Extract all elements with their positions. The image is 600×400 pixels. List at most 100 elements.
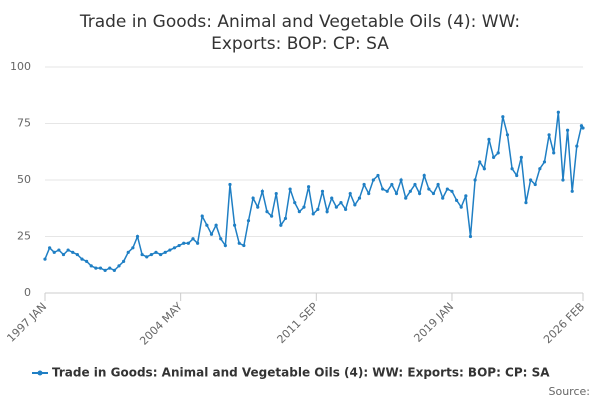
data-point xyxy=(413,182,417,187)
data-point xyxy=(417,191,422,196)
data-point xyxy=(334,205,338,209)
data-point xyxy=(168,248,172,252)
data-point xyxy=(404,196,408,200)
y-tick-label: 75 xyxy=(17,117,31,130)
x-tick-label: 2019 JAN xyxy=(411,300,456,345)
data-point xyxy=(94,266,98,270)
data-point xyxy=(538,167,542,171)
data-point xyxy=(283,216,288,221)
data-point xyxy=(98,266,103,270)
x-tick-label: 2011 SEP xyxy=(275,300,321,346)
data-point xyxy=(547,133,551,137)
data-point xyxy=(468,234,473,239)
data-point xyxy=(191,237,195,241)
data-point xyxy=(57,248,61,252)
data-point xyxy=(445,187,449,191)
data-point xyxy=(172,246,177,250)
y-tick-label: 100 xyxy=(10,60,31,73)
data-point xyxy=(501,115,505,119)
data-point xyxy=(117,264,121,268)
data-point xyxy=(325,210,329,214)
data-point xyxy=(344,207,348,211)
data-point xyxy=(367,191,371,196)
y-tick-label: 25 xyxy=(17,230,31,243)
data-point xyxy=(515,173,519,178)
data-point xyxy=(131,246,135,250)
data-point xyxy=(561,178,565,182)
data-point xyxy=(491,155,496,159)
data-point xyxy=(48,246,52,250)
data-point xyxy=(103,268,107,272)
data-point xyxy=(80,257,84,261)
data-point xyxy=(441,196,445,200)
source: Source: xyxy=(549,385,591,398)
data-point xyxy=(145,255,149,259)
data-point xyxy=(357,196,362,200)
data-point xyxy=(89,264,93,268)
data-point xyxy=(297,210,301,214)
data-point xyxy=(353,203,357,207)
data-point xyxy=(579,124,584,128)
y-tick-label: 50 xyxy=(17,173,31,186)
data-point xyxy=(219,237,223,241)
data-point xyxy=(149,252,153,257)
data-point xyxy=(159,252,163,257)
data-point xyxy=(279,223,283,227)
data-point xyxy=(200,214,204,218)
data-point xyxy=(270,214,274,218)
data-point xyxy=(75,252,79,257)
data-point xyxy=(302,205,306,209)
data-point xyxy=(431,191,436,196)
data-point xyxy=(251,196,255,200)
data-point xyxy=(293,201,297,205)
data-point xyxy=(371,178,375,182)
data-point xyxy=(519,155,523,159)
data-point xyxy=(274,191,278,196)
data-point xyxy=(464,194,468,198)
data-point xyxy=(556,110,560,114)
data-point xyxy=(209,232,214,236)
data-point xyxy=(330,196,334,200)
data-point xyxy=(376,173,380,178)
data-point xyxy=(43,257,47,261)
data-point xyxy=(108,266,112,270)
data-point xyxy=(399,178,403,182)
data-line xyxy=(44,112,584,272)
data-point xyxy=(307,185,311,189)
data-point xyxy=(71,250,75,254)
data-point xyxy=(182,241,186,245)
data-point xyxy=(542,160,547,164)
data-point xyxy=(135,234,140,239)
data-point xyxy=(487,137,491,141)
x-tick-label: 2004 MAY xyxy=(137,300,185,348)
data-point xyxy=(422,173,426,178)
data-point xyxy=(320,189,325,193)
legend-swatch-dot xyxy=(37,370,43,376)
data-point xyxy=(246,219,251,223)
data-point xyxy=(140,252,144,257)
data-point xyxy=(394,191,399,196)
data-point xyxy=(408,189,412,193)
data-point xyxy=(256,205,260,209)
data-point xyxy=(450,189,454,193)
data-point xyxy=(233,223,237,227)
data-point xyxy=(581,126,585,130)
data-point xyxy=(459,205,463,209)
data-point xyxy=(473,178,477,182)
data-point xyxy=(552,151,556,155)
data-point xyxy=(528,178,533,182)
data-point xyxy=(163,250,167,254)
data-point xyxy=(478,160,482,164)
x-tick-label: 1997 JAN xyxy=(4,300,49,345)
data-point xyxy=(52,250,56,254)
data-point xyxy=(505,133,510,137)
data-point xyxy=(154,250,158,254)
data-point xyxy=(112,268,116,272)
chart-title: Trade in Goods: Animal and Vegetable Oil… xyxy=(79,12,520,54)
data-point xyxy=(66,248,70,252)
x-tick-label: 2026 FEB xyxy=(541,300,587,346)
data-point xyxy=(260,189,264,193)
data-point xyxy=(524,201,528,205)
legend-label: Trade in Goods: Animal and Vegetable Oil… xyxy=(52,366,550,380)
